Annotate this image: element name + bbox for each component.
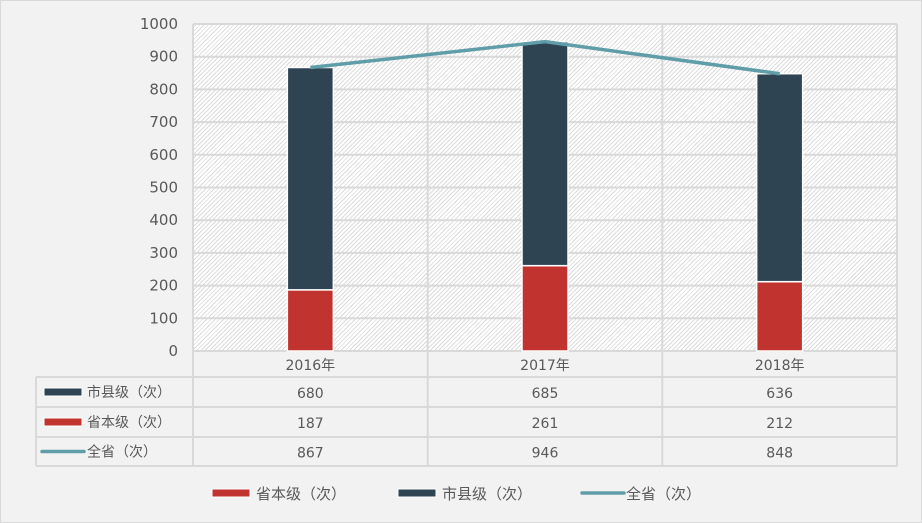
y-tick-label: 500	[149, 179, 178, 197]
y-tick-label: 700	[149, 113, 178, 131]
y-tick-label: 800	[149, 80, 178, 98]
y-tick-label: 100	[149, 309, 178, 327]
y-tick-label: 200	[149, 277, 178, 295]
y-tick-label: 0	[168, 342, 178, 360]
table-row-label: 全省（次）	[87, 444, 157, 461]
bar	[286, 66, 335, 291]
x-tick-label: 2018年	[755, 358, 805, 374]
y-tick-label: 400	[149, 211, 178, 229]
y-tick-label: 600	[149, 146, 178, 164]
bar	[521, 264, 569, 352]
table-cell: 946	[532, 446, 559, 462]
legend-label: 省本级（次）	[256, 485, 346, 503]
line-series	[310, 39, 780, 76]
y-tick-label: 300	[149, 244, 178, 262]
table-cell: 261	[532, 416, 559, 432]
legend-key-bar	[211, 488, 251, 498]
x-tick-label: 2017年	[520, 358, 570, 374]
y-tick-label: 1000	[140, 15, 178, 33]
bar	[755, 280, 804, 352]
table-cell: 187	[297, 416, 324, 432]
table-cell: 636	[766, 386, 793, 402]
table-cell: 212	[766, 416, 793, 432]
x-tick-label: 2016年	[286, 358, 336, 374]
bar	[755, 72, 804, 283]
table-cell: 848	[766, 446, 793, 462]
table-cell: 680	[297, 386, 324, 402]
legend-label: 市县级（次）	[442, 485, 532, 503]
y-tick-label: 900	[149, 48, 178, 66]
legend-key-bar	[397, 488, 437, 498]
table-row-label: 省本级（次）	[87, 415, 171, 431]
bar	[521, 40, 569, 267]
legend-label: 全省（次）	[626, 485, 701, 503]
bar	[286, 289, 335, 352]
table-cell: 867	[297, 446, 324, 462]
table-row-label: 市县级（次）	[87, 384, 171, 401]
legend-key-bar	[43, 387, 83, 397]
legend-key-bar	[43, 417, 83, 427]
table-cell: 685	[532, 386, 559, 402]
